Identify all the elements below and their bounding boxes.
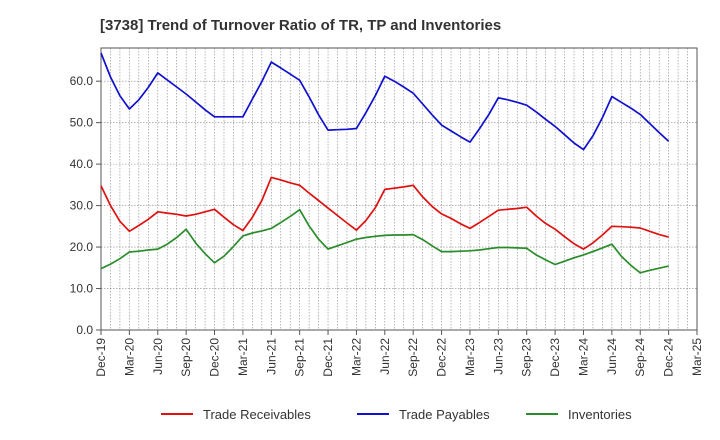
x-tick-label: Dec-23: [548, 338, 562, 377]
y-tick-label: 20.0: [70, 240, 94, 254]
series-line-trade-receivables: [100, 176, 669, 250]
y-tick-label: 50.0: [70, 116, 94, 130]
series-line-inventories: [100, 208, 669, 274]
x-tick-label: Sep-20: [179, 338, 193, 377]
x-tick-label: Dec-20: [208, 338, 222, 377]
legend-label: Inventories: [568, 407, 632, 422]
x-tick-label: Sep-22: [406, 338, 420, 377]
series-layer: [100, 52, 670, 274]
x-tick-label: Jun-20: [151, 338, 165, 375]
x-tick-label: Dec-19: [94, 338, 108, 377]
plot-frame: [100, 47, 698, 331]
grid-layer: [100, 48, 698, 331]
y-tick-label: 10.0: [70, 282, 94, 296]
y-tick-label: 40.0: [70, 157, 94, 171]
x-tick-label: Sep-24: [633, 338, 647, 377]
chart-title: [3738] Trend of Turnover Ratio of TR, TP…: [100, 17, 501, 34]
x-tick-label: Mar-22: [349, 338, 363, 376]
x-tick-label: Dec-22: [435, 338, 449, 377]
y-tick-label: 60.0: [70, 74, 94, 88]
x-tick-label: Sep-21: [293, 338, 307, 377]
axis-layer: 0.0 10.0 20.0 30.0 40.0 50.0 60.0 Dec-19 Mar-20 J…: [70, 47, 704, 377]
series-line-trade-payables: [100, 52, 670, 151]
x-tick-label: Mar-24: [576, 338, 590, 376]
legend-label: Trade Payables: [399, 407, 490, 422]
x-tick-label: Jun-23: [491, 338, 505, 375]
y-tick-label: 0.0: [76, 323, 93, 337]
x-tick-label: Jun-21: [264, 338, 278, 375]
x-tick-label: Dec-24: [662, 338, 676, 377]
x-tick-label: Jun-24: [605, 338, 619, 375]
y-tick-label: 30.0: [70, 199, 94, 213]
legend-label: Trade Receivables: [203, 407, 311, 422]
x-tick-label: Sep-23: [520, 338, 534, 377]
x-tick-label: Mar-25: [690, 338, 704, 376]
x-tick-label: Mar-23: [463, 338, 477, 376]
x-tick-label: Mar-20: [122, 338, 136, 376]
x-tick-label: Dec-21: [321, 338, 335, 377]
x-tick-label: Mar-21: [236, 338, 250, 376]
legend: Trade Receivables Trade Payables Inventori…: [161, 407, 632, 422]
x-tick-label: Jun-22: [378, 338, 392, 375]
